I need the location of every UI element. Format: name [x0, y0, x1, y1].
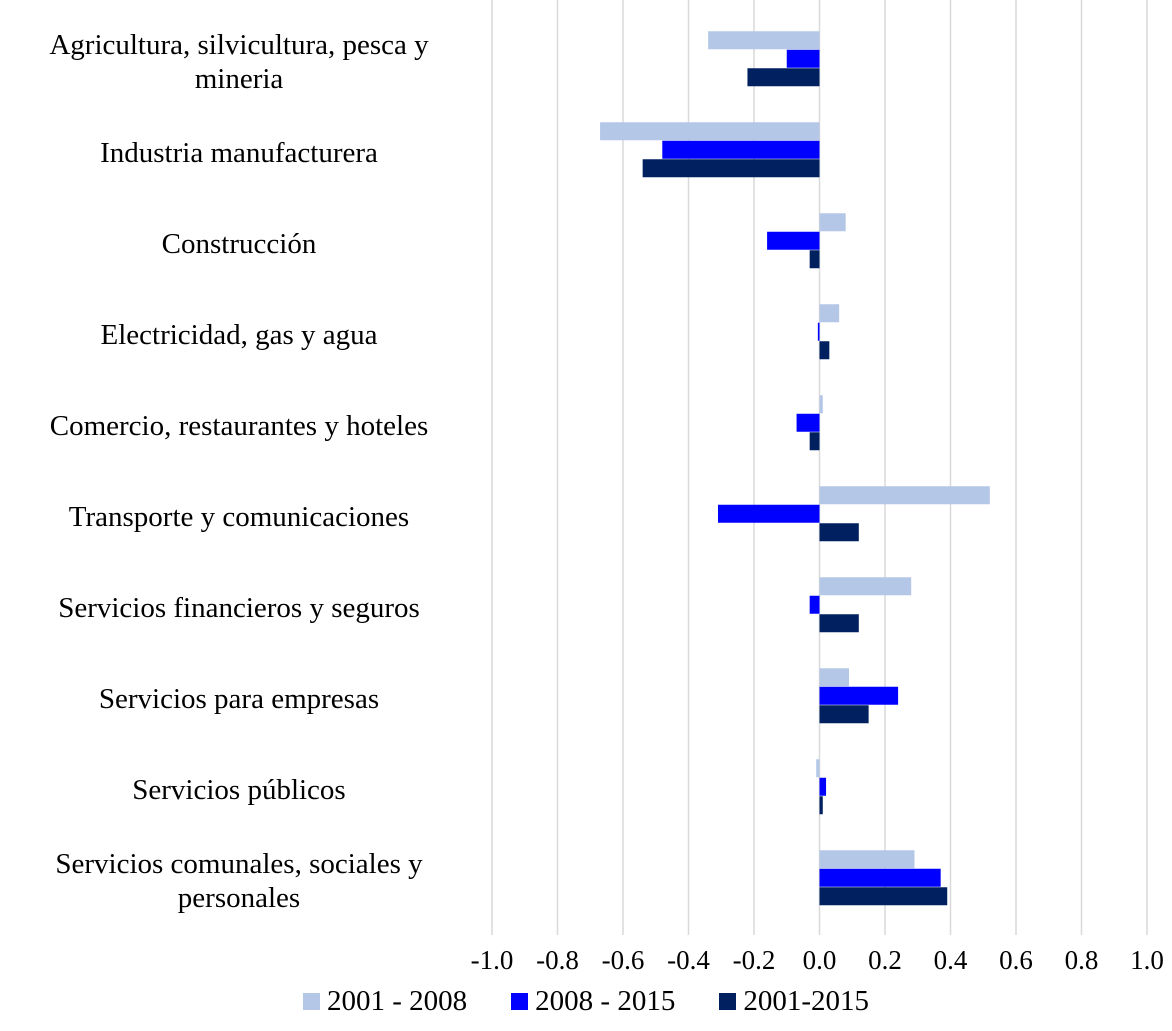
legend: 2001 - 2008 2008 - 2015 2001-2015 [0, 985, 1172, 1018]
y-tick-label: Electricidad, gas y agua [100, 319, 378, 351]
x-tick-label: 0.0 [803, 945, 837, 975]
legend-item: 2001 - 2008 [302, 985, 468, 1018]
bar [796, 413, 820, 432]
x-tick-label: -0.6 [602, 945, 645, 975]
bar [819, 341, 830, 360]
y-tick-label: Transporte y comunicaciones [68, 501, 410, 533]
bar [819, 523, 859, 542]
y-tick-label: Servicios públicos [132, 774, 346, 806]
bar [816, 759, 820, 778]
legend-label: 2008 - 2015 [535, 985, 676, 1017]
bar [819, 887, 948, 906]
x-tick-label: 0.8 [1065, 945, 1099, 975]
legend-item: 2001-2015 [719, 985, 869, 1018]
bar [819, 213, 846, 232]
y-tick-label: Agricultura, silvicultura, pesca y miner… [49, 29, 429, 95]
y-tick-label: Comercio, restaurantes y hoteles [49, 410, 429, 442]
legend-label: 2001 - 2008 [326, 985, 468, 1017]
x-tick-label: 0.6 [999, 945, 1033, 975]
legend-item: 2008 - 2015 [511, 985, 675, 1018]
y-tick-label: Servicios comunales, sociales y personal… [55, 848, 423, 914]
x-tick-label: -0.2 [733, 945, 776, 975]
bar [708, 31, 820, 50]
bar [819, 614, 859, 633]
legend-label: 2001-2015 [743, 985, 869, 1017]
bar [819, 705, 869, 724]
y-tick-label: Industria manufacturera [100, 137, 378, 169]
bar [819, 777, 827, 796]
x-tick-label: -0.8 [536, 945, 579, 975]
bar [817, 322, 820, 341]
bar [819, 304, 840, 323]
bar [809, 250, 820, 269]
x-tick-label: 0.4 [934, 945, 968, 975]
bar [819, 796, 823, 815]
bar [819, 686, 899, 705]
bar [819, 668, 849, 687]
bar [819, 395, 823, 414]
x-tick-label: 1.0 [1130, 945, 1164, 975]
y-tick-label: Servicios para empresas [98, 683, 380, 715]
x-tick-label: -1.0 [471, 945, 514, 975]
bar [747, 68, 820, 87]
x-tick-label: 0.2 [868, 945, 902, 975]
bar [662, 140, 820, 159]
x-tick-label: -0.4 [667, 945, 710, 975]
bar [767, 231, 820, 250]
legend-swatch [719, 993, 737, 1010]
bar [809, 432, 820, 451]
bar [786, 49, 820, 68]
bar [819, 577, 912, 596]
bar [819, 486, 990, 505]
bar [809, 595, 820, 614]
y-tick-label: Construcción [161, 228, 317, 260]
bar [717, 504, 820, 523]
legend-swatch [302, 993, 320, 1010]
bar [819, 850, 915, 869]
bar [819, 868, 941, 887]
bar [642, 159, 820, 178]
legend-swatch [511, 993, 529, 1010]
y-tick-label: Servicios financieros y seguros [58, 592, 420, 624]
bar [600, 122, 820, 141]
